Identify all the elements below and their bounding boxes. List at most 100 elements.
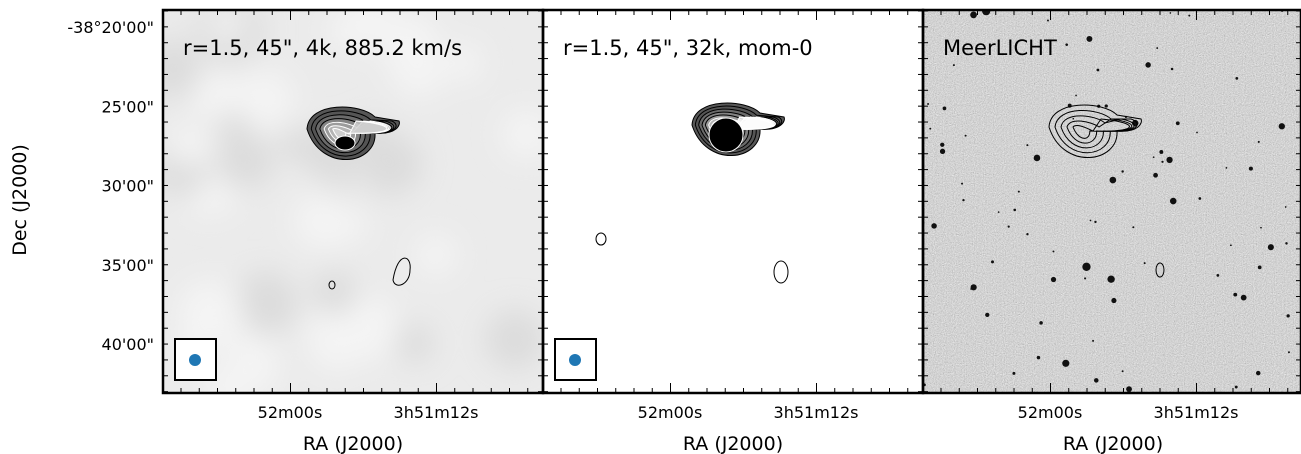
star bbox=[1260, 226, 1262, 229]
star bbox=[1036, 355, 1041, 360]
contour bbox=[328, 280, 336, 290]
panel-label: r=1.5, 45", 32k, mom-0 bbox=[563, 36, 813, 60]
x-tick-label: 3h51m12s bbox=[394, 403, 479, 422]
star bbox=[970, 11, 977, 19]
blob bbox=[293, 192, 351, 250]
star bbox=[1062, 359, 1070, 367]
star bbox=[1267, 244, 1274, 251]
core bbox=[334, 135, 356, 151]
star bbox=[1216, 274, 1220, 277]
contour bbox=[773, 260, 789, 284]
contour bbox=[1060, 115, 1135, 149]
blob bbox=[377, 20, 424, 67]
star bbox=[1121, 170, 1124, 173]
star bbox=[1145, 62, 1151, 68]
star bbox=[982, 10, 991, 16]
star bbox=[1126, 386, 1132, 393]
star bbox=[1075, 94, 1077, 97]
x-tick-label: 52m00s bbox=[638, 403, 703, 422]
star bbox=[1082, 262, 1091, 271]
blob bbox=[177, 280, 244, 347]
blob bbox=[394, 323, 434, 363]
blob bbox=[216, 132, 274, 190]
star bbox=[1240, 294, 1247, 301]
star bbox=[1012, 371, 1016, 375]
contour bbox=[1066, 118, 1133, 144]
star bbox=[962, 198, 965, 202]
star bbox=[1235, 76, 1239, 80]
blob bbox=[167, 126, 207, 166]
contour bbox=[1048, 104, 1142, 158]
star bbox=[1170, 67, 1174, 71]
blob bbox=[445, 44, 482, 81]
blob bbox=[229, 324, 279, 374]
star bbox=[1109, 176, 1117, 184]
x-axis-label: RA (J2000) bbox=[683, 433, 783, 454]
noise-blobs bbox=[163, 10, 543, 393]
panel-bg bbox=[923, 10, 1301, 393]
star bbox=[1286, 314, 1290, 318]
x-tick-label: 52m00s bbox=[1018, 403, 1083, 422]
star bbox=[1278, 123, 1285, 130]
blob bbox=[190, 71, 239, 120]
beam bbox=[189, 354, 201, 366]
star bbox=[1229, 244, 1232, 247]
star bbox=[1152, 156, 1155, 159]
star bbox=[1092, 339, 1095, 342]
y-tick-label: -38°20'00" bbox=[67, 18, 154, 37]
star bbox=[1156, 47, 1159, 49]
star bbox=[1153, 172, 1158, 178]
star bbox=[1198, 197, 1202, 200]
star bbox=[991, 260, 995, 264]
y-tick-label: 30'00" bbox=[102, 177, 154, 196]
contour bbox=[1155, 262, 1165, 278]
star bbox=[1033, 154, 1041, 162]
star bbox=[1233, 292, 1238, 297]
blob bbox=[485, 309, 543, 370]
blob bbox=[312, 271, 357, 315]
y-tick-label: 25'00" bbox=[102, 97, 154, 116]
x-tick-label: 3h51m12s bbox=[1154, 403, 1239, 422]
star bbox=[1104, 104, 1108, 108]
blob bbox=[249, 361, 280, 392]
star bbox=[1255, 370, 1261, 376]
blob bbox=[335, 296, 399, 361]
star bbox=[1169, 197, 1177, 205]
star bbox=[1188, 14, 1191, 17]
star bbox=[1007, 225, 1010, 228]
star bbox=[1026, 144, 1029, 147]
star bbox=[1121, 370, 1124, 373]
star bbox=[970, 284, 977, 291]
star bbox=[1072, 117, 1075, 120]
star bbox=[939, 148, 946, 154]
blob bbox=[502, 110, 543, 159]
x-tick-label: 52m00s bbox=[258, 403, 323, 422]
star bbox=[1196, 131, 1198, 134]
blob bbox=[368, 162, 403, 196]
contour bbox=[392, 257, 411, 286]
star bbox=[1017, 190, 1020, 193]
star bbox=[1225, 166, 1228, 169]
star bbox=[1086, 35, 1093, 42]
star bbox=[964, 134, 967, 137]
star bbox=[1111, 297, 1117, 304]
star bbox=[1257, 140, 1260, 143]
star bbox=[940, 142, 945, 147]
star bbox=[1096, 68, 1100, 72]
star bbox=[1052, 250, 1055, 253]
star bbox=[1039, 321, 1043, 325]
contour bbox=[1072, 118, 1130, 139]
panel-bg bbox=[543, 10, 923, 393]
star bbox=[1132, 226, 1135, 229]
star bbox=[1084, 277, 1087, 280]
blob bbox=[233, 70, 294, 131]
star bbox=[1065, 43, 1068, 46]
star bbox=[952, 64, 955, 67]
star bbox=[1094, 220, 1097, 224]
blob bbox=[163, 40, 202, 99]
star bbox=[1013, 208, 1017, 212]
star bbox=[927, 103, 930, 105]
star bbox=[1161, 160, 1164, 163]
star bbox=[1285, 242, 1288, 245]
